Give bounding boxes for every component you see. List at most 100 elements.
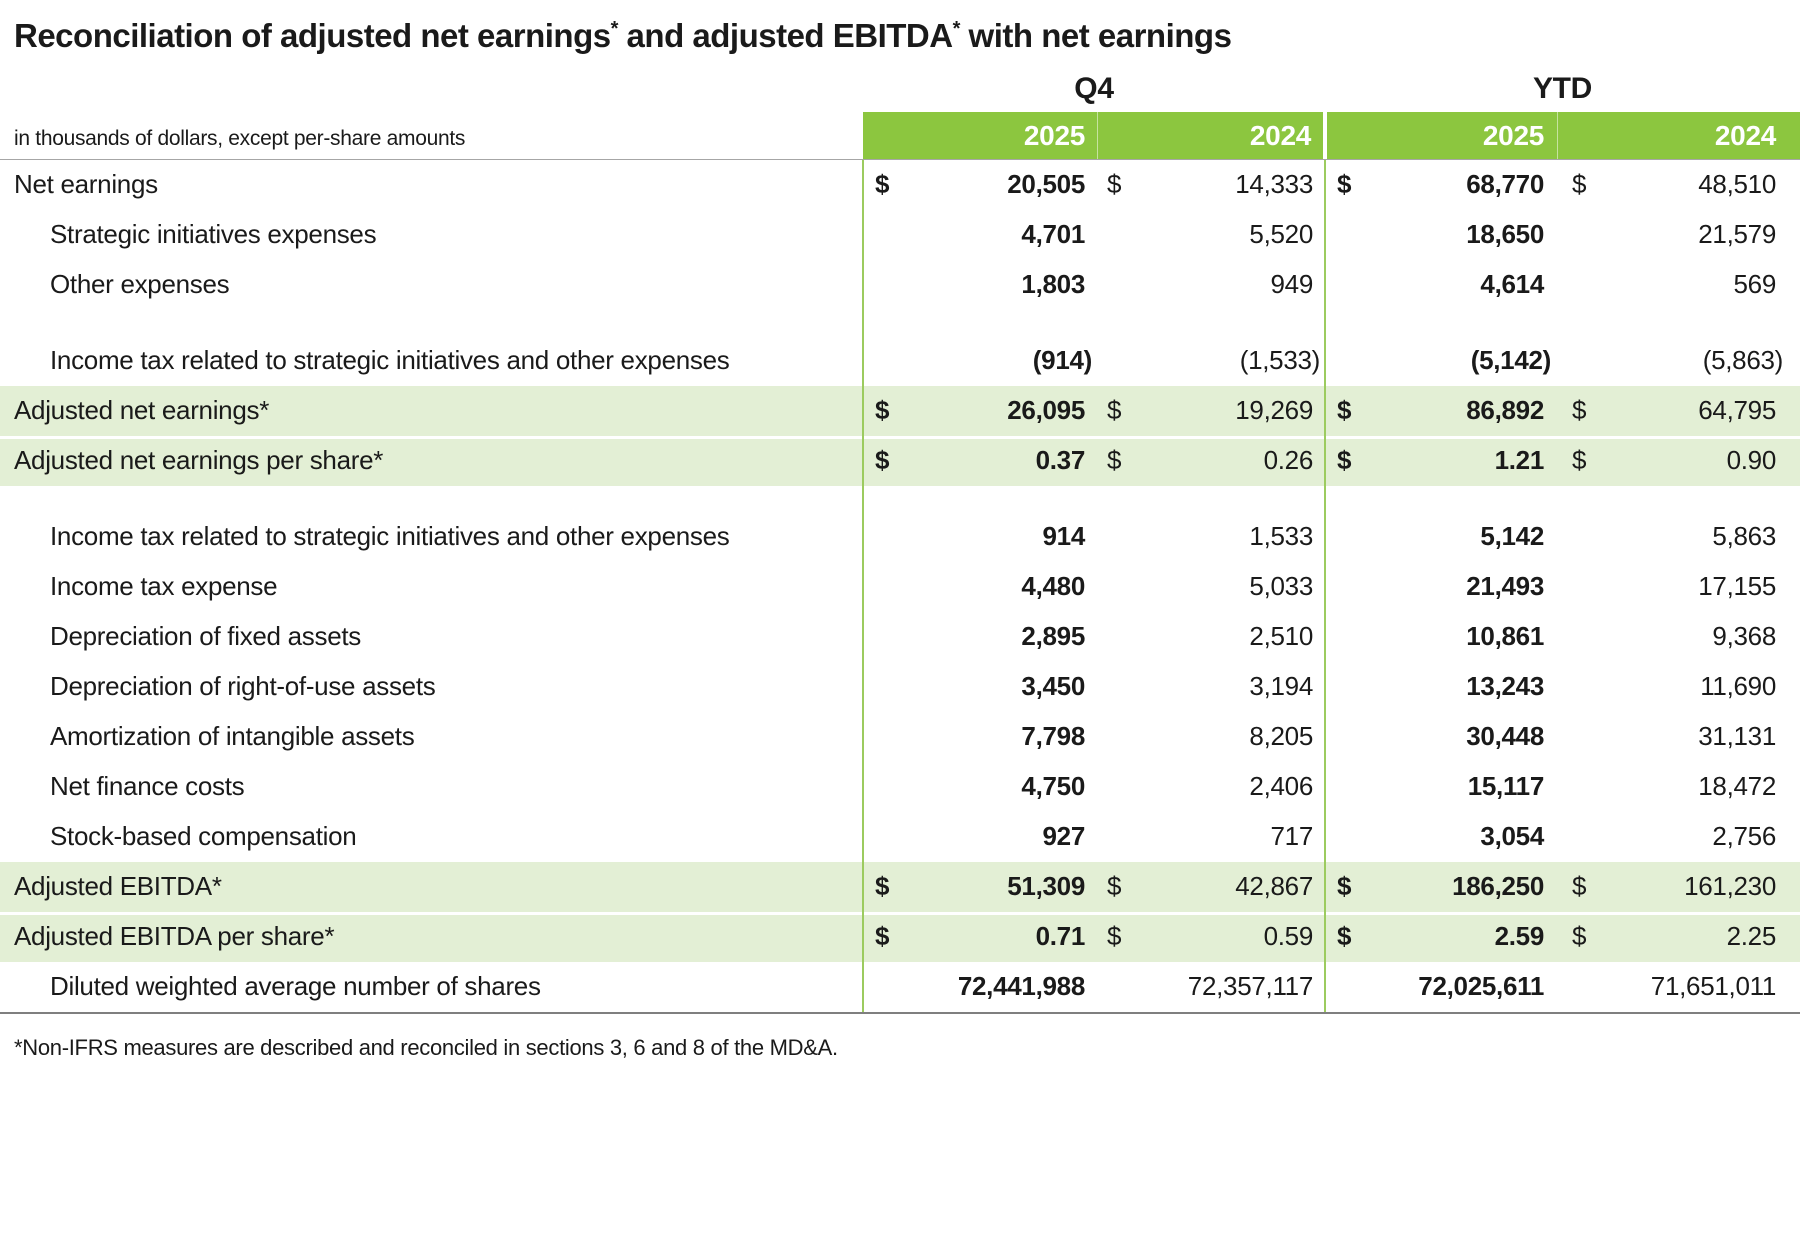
cell-ytd-2025: (5,142)	[1325, 345, 1557, 386]
title-text: Reconciliation of adjusted net earnings	[14, 17, 611, 54]
cell-value: 21,579	[1698, 219, 1776, 249]
cell-ytd-2025: $1.21	[1325, 445, 1557, 486]
cell-value: 3,054	[1480, 821, 1544, 851]
row-label: Stock-based compensation	[50, 821, 357, 851]
cell-ytd-2024: 71,651,011	[1557, 971, 1800, 1012]
footnote: *Non-IFRS measures are described and rec…	[14, 1035, 838, 1060]
cell-ytd-2025: $2.59	[1325, 921, 1557, 962]
cell-q4-2025: $0.71	[863, 921, 1097, 962]
cell-ytd-2024: 18,472	[1557, 771, 1800, 812]
cell-value: 4,701	[1021, 219, 1085, 249]
cell-value: 51,309	[1007, 871, 1085, 901]
cell-value: 20,505	[1007, 169, 1085, 199]
cell-q4-2025: (914)	[863, 345, 1097, 386]
cell-value: 13,243	[1466, 671, 1544, 701]
cell-value: 2.59	[1494, 921, 1545, 951]
cell-value: 14,333	[1235, 169, 1313, 199]
cell-value: 71,651,011	[1650, 971, 1777, 1001]
cell-ytd-2024: $2.25	[1557, 921, 1800, 962]
dollar-sign: $	[875, 395, 890, 425]
cell-q4-2025: $0.37	[863, 445, 1097, 486]
year-header-q4-2024: 2024	[1097, 112, 1323, 159]
cell-q4-2025: 3,450	[863, 671, 1097, 712]
cell-value: 18,650	[1466, 219, 1544, 249]
cell-q4-2024: $0.26	[1097, 445, 1325, 486]
cell-q4-2024: 2,406	[1097, 771, 1325, 812]
row-label: Amortization of intangible assets	[50, 721, 415, 751]
cell-value: 0.90	[1726, 445, 1777, 475]
dollar-sign: $	[1337, 445, 1352, 475]
cell-q4-2024: $42,867	[1097, 871, 1325, 912]
cell-ytd-2025: 13,243	[1325, 671, 1557, 712]
cell-value: 4,614	[1480, 269, 1544, 299]
cell-value: 2,510	[1249, 621, 1313, 651]
cell-value: 42,867	[1235, 871, 1313, 901]
table-row: Adjusted net earnings* $26,095 $19,269 $86,…	[0, 386, 1800, 436]
cell-ytd-2025: 3,054	[1325, 821, 1557, 862]
year-header-ytd-2025: 2025	[1482, 119, 1544, 151]
table-body: Net earnings $20,505 $14,333 $68,770 $48,510…	[0, 160, 1800, 1014]
cell-ytd-2024: 9,368	[1557, 621, 1800, 662]
cell-ytd-2024: 17,155	[1557, 571, 1800, 612]
table-row: Adjusted EBITDA* $51,309 $42,867 $186,250 $1…	[0, 862, 1800, 912]
dollar-sign: $	[1337, 395, 1352, 425]
cell-value: 72,025,611	[1418, 971, 1544, 1001]
cell-ytd-2025: 4,614	[1325, 269, 1557, 310]
cell-q4-2025: 4,480	[863, 571, 1097, 612]
title-text: with net earnings	[959, 17, 1232, 54]
cell-ytd-2025: 5,142	[1325, 521, 1557, 562]
title-asterisk: *	[952, 18, 961, 40]
cell-value: 17,155	[1698, 571, 1776, 601]
column-header-row: in thousands of dollars, except per-shar…	[0, 112, 1800, 160]
dollar-sign: $	[1107, 921, 1122, 951]
cell-q4-2024: 8,205	[1097, 721, 1325, 762]
cell-value: 5,863	[1712, 521, 1776, 551]
cell-value: 0.26	[1263, 445, 1314, 475]
row-label: Income tax related to strategic initiati…	[50, 521, 730, 551]
cell-ytd-2024: $0.90	[1557, 445, 1800, 486]
cell-value: 86,892	[1466, 395, 1544, 425]
cell-q4-2024: 72,357,117	[1097, 971, 1325, 1012]
cell-value: 3,194	[1249, 671, 1313, 701]
cell-ytd-2024: $48,510	[1557, 169, 1800, 210]
cell-ytd-2025: $86,892	[1325, 395, 1557, 436]
dollar-sign: $	[875, 921, 890, 951]
cell-q4-2024: 949	[1097, 269, 1325, 310]
row-label: Depreciation of right-of-use assets	[50, 671, 436, 701]
cell-ytd-2025: $68,770	[1325, 169, 1557, 210]
cell-value: 68,770	[1466, 169, 1544, 199]
year-header-q4-2025: 2025	[1023, 119, 1085, 151]
row-label: Diluted weighted average number of share…	[50, 971, 541, 1001]
cell-q4-2025: $26,095	[863, 395, 1097, 436]
cell-ytd-2024: 5,863	[1557, 521, 1800, 562]
dollar-sign: $	[1107, 871, 1122, 901]
cell-q4-2024: $14,333	[1097, 169, 1325, 210]
row-label: Adjusted EBITDA per share*	[14, 921, 335, 951]
cell-value: 0.71	[1035, 921, 1086, 951]
cell-value: 10,861	[1466, 621, 1544, 651]
cell-value: 21,493	[1466, 571, 1544, 601]
table-row: Depreciation of right-of-use assets 3,450…	[0, 662, 1800, 712]
row-label: Income tax expense	[50, 571, 278, 601]
cell-ytd-2024: $64,795	[1557, 395, 1800, 436]
cell-q4-2025: $20,505	[863, 169, 1097, 210]
section-divider-line-middle	[1324, 160, 1326, 1012]
cell-value: 186,250	[1452, 871, 1544, 901]
group-header-ytd: YTD	[1532, 72, 1593, 105]
cell-value: 4,480	[1021, 571, 1085, 601]
cell-value: 914	[1042, 521, 1086, 551]
table-row: Other expenses 1,803 949 4,614 569	[0, 260, 1800, 310]
row-label: Adjusted net earnings*	[14, 395, 270, 425]
cell-q4-2024: 717	[1097, 821, 1325, 862]
dollar-sign: $	[1572, 445, 1587, 475]
dollar-sign: $	[1572, 871, 1587, 901]
dollar-sign: $	[1337, 921, 1352, 951]
cell-q4-2025: 4,750	[863, 771, 1097, 812]
cell-ytd-2025: 21,493	[1325, 571, 1557, 612]
cell-value: 15,117	[1467, 771, 1545, 801]
cell-q4-2025: 1,803	[863, 269, 1097, 310]
cell-q4-2024: 1,533	[1097, 521, 1325, 562]
cell-ytd-2025: 72,025,611	[1325, 971, 1557, 1012]
table-row: Strategic initiatives expenses 4,701 5,520…	[0, 210, 1800, 260]
dollar-sign: $	[1337, 169, 1352, 199]
